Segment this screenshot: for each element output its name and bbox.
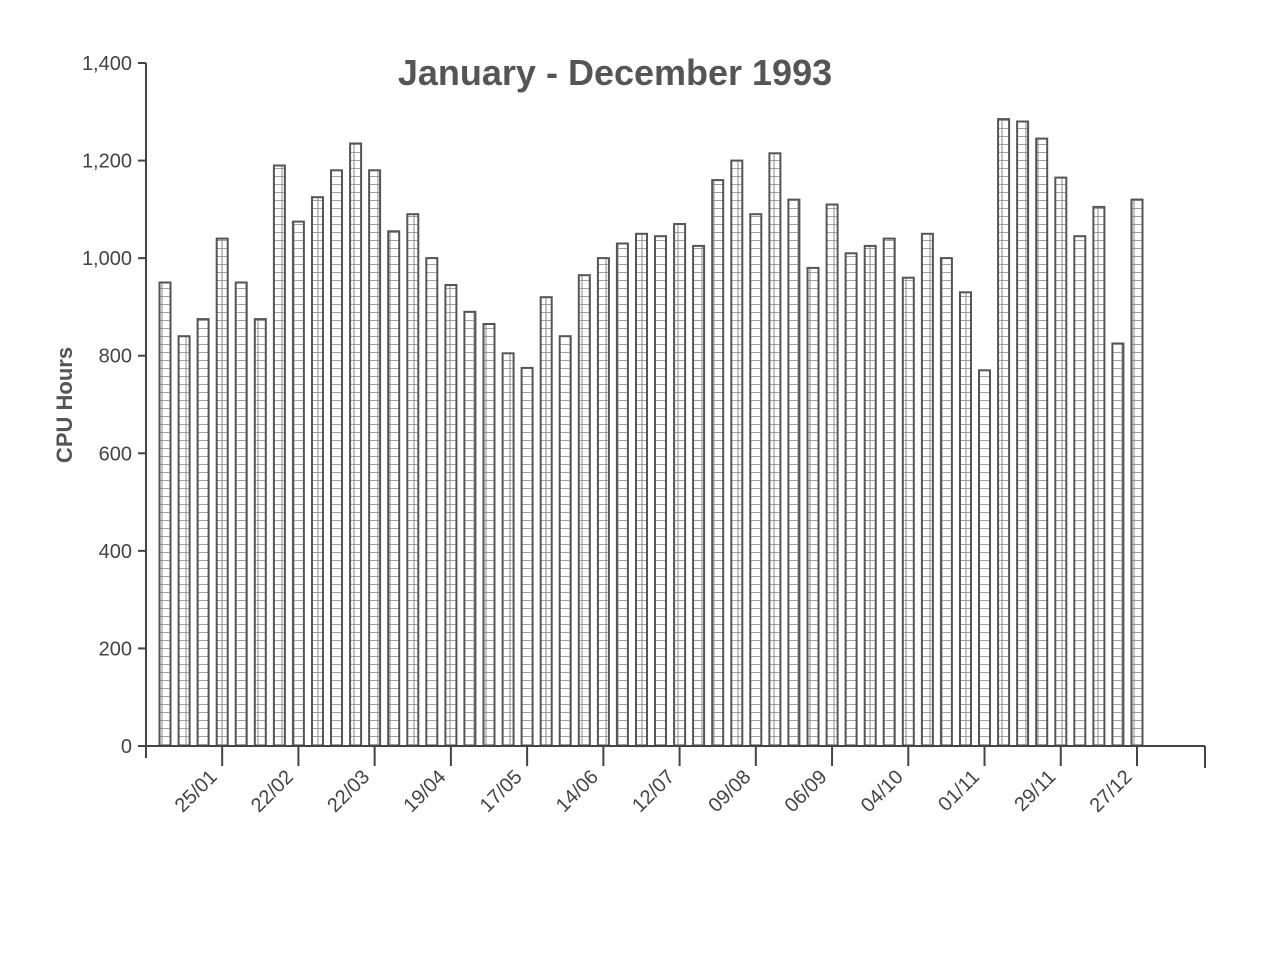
bars <box>158 118 1144 748</box>
chart-title: January - December 1993 <box>398 52 832 93</box>
bar <box>863 244 877 747</box>
bar <box>215 237 229 747</box>
y-tick-label: 1,400 <box>82 53 132 75</box>
bar <box>558 335 572 747</box>
bar <box>1130 198 1144 748</box>
bar <box>635 232 648 748</box>
bar <box>615 242 629 747</box>
bar <box>882 237 896 747</box>
x-tick-label: 14/06 <box>552 766 603 817</box>
bar <box>539 296 553 747</box>
bar <box>920 232 934 748</box>
bar <box>825 203 839 747</box>
bar <box>901 276 915 747</box>
bar <box>177 335 191 747</box>
x-axis-ticks: 25/01 22/02 22/03 19/04 17/05 14/06 12/07 09/08… <box>171 746 1138 817</box>
y-axis-ticks: 0 200 400 600 800 1,000 1,200 1,400 <box>82 53 146 758</box>
bar <box>463 310 477 747</box>
bar <box>844 252 858 748</box>
bar <box>387 230 401 748</box>
bar <box>482 323 496 747</box>
y-tick-label: 800 <box>99 346 132 368</box>
bar <box>368 169 382 748</box>
bar <box>577 274 591 747</box>
y-tick-label: 200 <box>99 638 132 660</box>
bar <box>253 318 267 747</box>
bar <box>1073 235 1087 747</box>
bar <box>1035 137 1049 748</box>
bar <box>501 352 515 747</box>
bar <box>768 152 782 748</box>
bar <box>959 291 972 747</box>
bar <box>654 235 667 747</box>
bar <box>1016 120 1030 747</box>
x-tick-label: 25/01 <box>171 766 222 817</box>
bar <box>425 257 439 747</box>
y-tick-label: 400 <box>99 541 132 563</box>
y-tick-label: 1,000 <box>82 248 132 270</box>
y-tick-label: 600 <box>99 443 132 465</box>
y-tick-label: 1,200 <box>82 151 132 173</box>
bar <box>272 164 286 747</box>
bar <box>730 159 744 748</box>
x-tick-label: 04/10 <box>857 766 908 817</box>
y-axis-label: CPU Hours <box>52 347 77 463</box>
bar <box>711 179 725 748</box>
x-tick-label: 17/05 <box>476 766 527 817</box>
x-tick-label: 09/08 <box>704 766 755 817</box>
bar <box>692 244 706 747</box>
bar <box>1092 205 1106 747</box>
bar <box>787 198 801 748</box>
bar <box>330 169 343 748</box>
bar <box>997 118 1011 748</box>
x-tick-label: 29/11 <box>1010 766 1060 816</box>
bar <box>444 284 458 747</box>
bar <box>1054 176 1068 748</box>
x-tick-label: 06/09 <box>781 766 832 817</box>
bar <box>1111 342 1125 747</box>
bar <box>749 213 763 747</box>
bar <box>196 318 210 747</box>
bar <box>349 142 363 747</box>
bar <box>939 257 953 747</box>
bar <box>673 223 687 747</box>
y-tick-label: 0 <box>121 736 132 758</box>
bar <box>406 213 420 747</box>
x-tick-label: 27/12 <box>1086 766 1137 817</box>
bar <box>291 220 305 748</box>
x-tick-label: 22/03 <box>323 766 374 817</box>
bar <box>978 369 991 747</box>
bar <box>806 266 820 747</box>
x-tick-label: 22/02 <box>247 766 298 817</box>
bar <box>311 196 324 747</box>
bar <box>234 281 248 747</box>
bar <box>520 366 534 747</box>
bar <box>596 257 610 747</box>
x-tick-label: 19/04 <box>399 766 450 817</box>
x-tick-label: 01/11 <box>934 766 984 816</box>
bar <box>158 281 172 747</box>
x-tick-label: 12/07 <box>628 766 679 817</box>
